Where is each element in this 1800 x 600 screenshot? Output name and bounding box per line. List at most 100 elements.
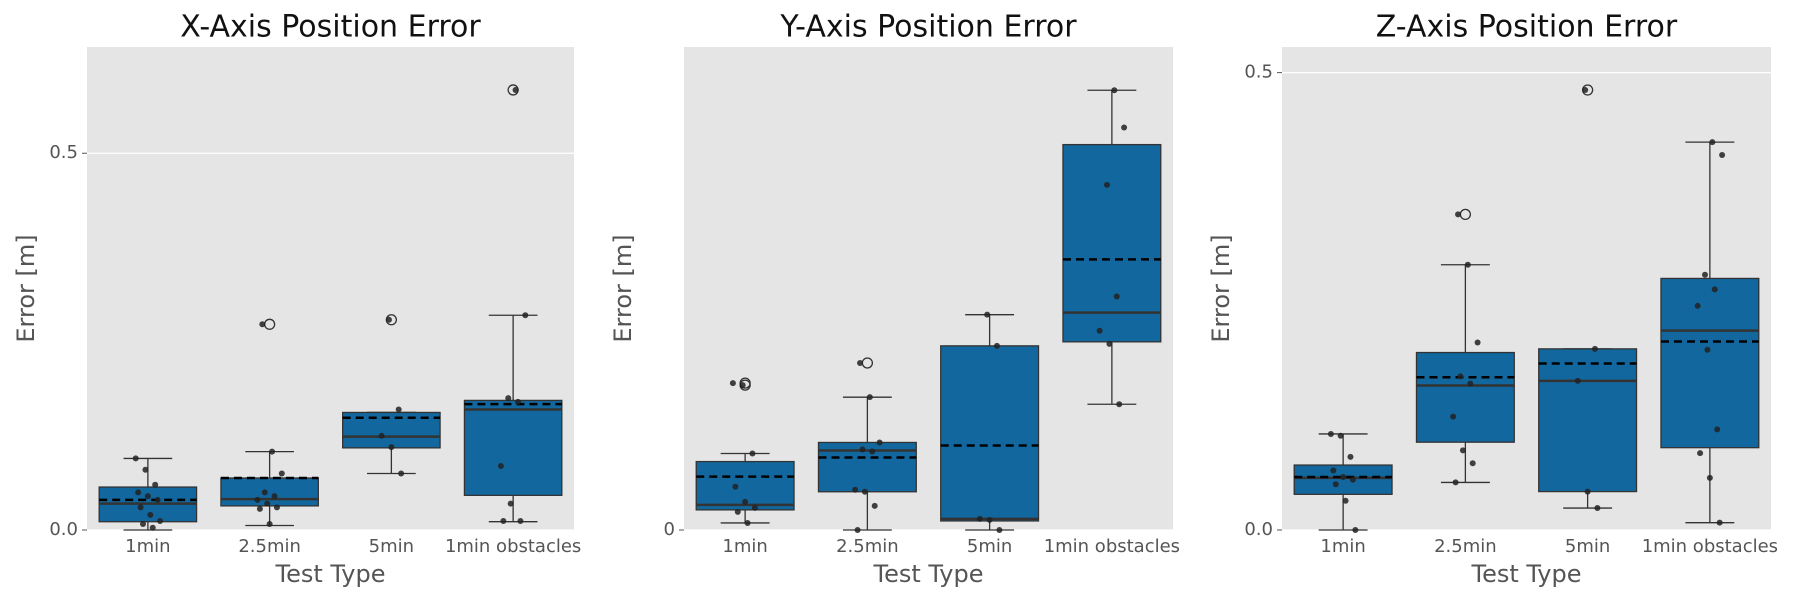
data-point [497, 462, 504, 469]
data-point [254, 496, 261, 503]
data-point [149, 524, 156, 531]
y-tick-label: 0 [664, 519, 675, 540]
data-point [1716, 519, 1723, 526]
data-point [1111, 87, 1118, 94]
data-point [984, 311, 991, 318]
data-point [876, 439, 883, 446]
x-tick-label: 1min obstacles [1044, 536, 1180, 557]
box [1415, 351, 1515, 443]
data-point [271, 493, 278, 500]
data-point [1459, 447, 1466, 454]
data-point [266, 520, 273, 527]
y-axis-label: Error [m] [12, 234, 40, 342]
data-point [269, 448, 276, 455]
box [1062, 143, 1162, 343]
x-tick-label: 5min [369, 536, 414, 557]
data-point [1469, 460, 1476, 467]
data-point [154, 496, 161, 503]
data-point [993, 342, 1000, 349]
x-axis-label: Test Type [1470, 560, 1581, 588]
data-point [1706, 474, 1713, 481]
data-point [1450, 413, 1457, 420]
data-point [1467, 380, 1474, 387]
data-point [388, 444, 395, 451]
box [220, 477, 319, 507]
data-point [866, 394, 873, 401]
data-point [986, 516, 993, 523]
y-axis-label: Error [m] [1207, 234, 1235, 342]
data-point [744, 519, 751, 526]
data-point [859, 446, 866, 453]
data-point [996, 527, 1003, 533]
data-point [264, 500, 271, 507]
data-point [1455, 211, 1462, 218]
chart-title: X-Axis Position Error [180, 10, 481, 45]
data-point [1457, 373, 1464, 380]
data-point [144, 493, 151, 500]
box [940, 345, 1040, 522]
data-point [1103, 181, 1110, 188]
data-point [1711, 286, 1718, 293]
chart-title: Y-Axis Position Error [779, 10, 1077, 45]
x-tick-label: 1min obstacles [1642, 536, 1778, 557]
x-tick-label: 1min [125, 536, 170, 557]
data-point [852, 486, 859, 493]
data-point [1719, 151, 1726, 158]
data-point [1584, 488, 1591, 495]
data-point [1337, 432, 1344, 439]
data-point [142, 466, 149, 473]
x-tick-label: 2.5min [1434, 536, 1497, 557]
data-point [517, 517, 524, 524]
data-point [1594, 505, 1601, 512]
x-tick-label: 1min [722, 536, 767, 557]
data-point [1330, 467, 1337, 474]
y-tick-label: 0.0 [1244, 519, 1273, 540]
data-point [854, 527, 861, 533]
data-point [1332, 481, 1339, 488]
x-tick-label: 1min obstacles [445, 536, 581, 557]
data-point [140, 520, 147, 527]
data-point [152, 481, 159, 488]
x-tick-label: 5min [1565, 536, 1610, 557]
data-point [1694, 302, 1701, 309]
data-point [1096, 327, 1103, 334]
data-point [751, 504, 758, 511]
data-point [734, 508, 741, 515]
data-point [732, 483, 739, 490]
data-point [135, 489, 142, 496]
data-point [869, 448, 876, 455]
data-point [147, 511, 154, 518]
data-point [1582, 86, 1589, 93]
data-point [742, 498, 749, 505]
data-point [522, 312, 529, 319]
data-point [1106, 340, 1113, 347]
data-point [1347, 453, 1354, 460]
data-point [1452, 479, 1459, 486]
x-axis-label: Test Type [872, 560, 983, 588]
y-tick-label: 0.0 [49, 519, 78, 540]
y-tick-label: 0.5 [1244, 62, 1273, 83]
data-point [749, 450, 756, 457]
data-point [1349, 476, 1356, 483]
data-point [1474, 339, 1481, 346]
data-point [1464, 261, 1471, 268]
data-point [507, 500, 514, 507]
data-point [1340, 473, 1347, 480]
x-tick-label: 1min [1320, 536, 1365, 557]
data-point [1574, 377, 1581, 384]
y-tick-label: 0.5 [49, 142, 78, 163]
data-point [514, 398, 521, 405]
y-axis-label: Error [m] [609, 234, 637, 342]
box [1538, 348, 1638, 493]
data-point [1352, 527, 1359, 533]
x-tick-label: 2.5min [836, 536, 899, 557]
data-point [729, 380, 736, 387]
data-point [378, 432, 385, 439]
data-point [512, 86, 519, 93]
chart-title: Z-Axis Position Error [1376, 10, 1678, 45]
x-tick-label: 5min [967, 536, 1012, 557]
data-point [278, 470, 285, 477]
data-point [857, 359, 864, 366]
data-point [259, 321, 266, 328]
data-point [1113, 293, 1120, 300]
